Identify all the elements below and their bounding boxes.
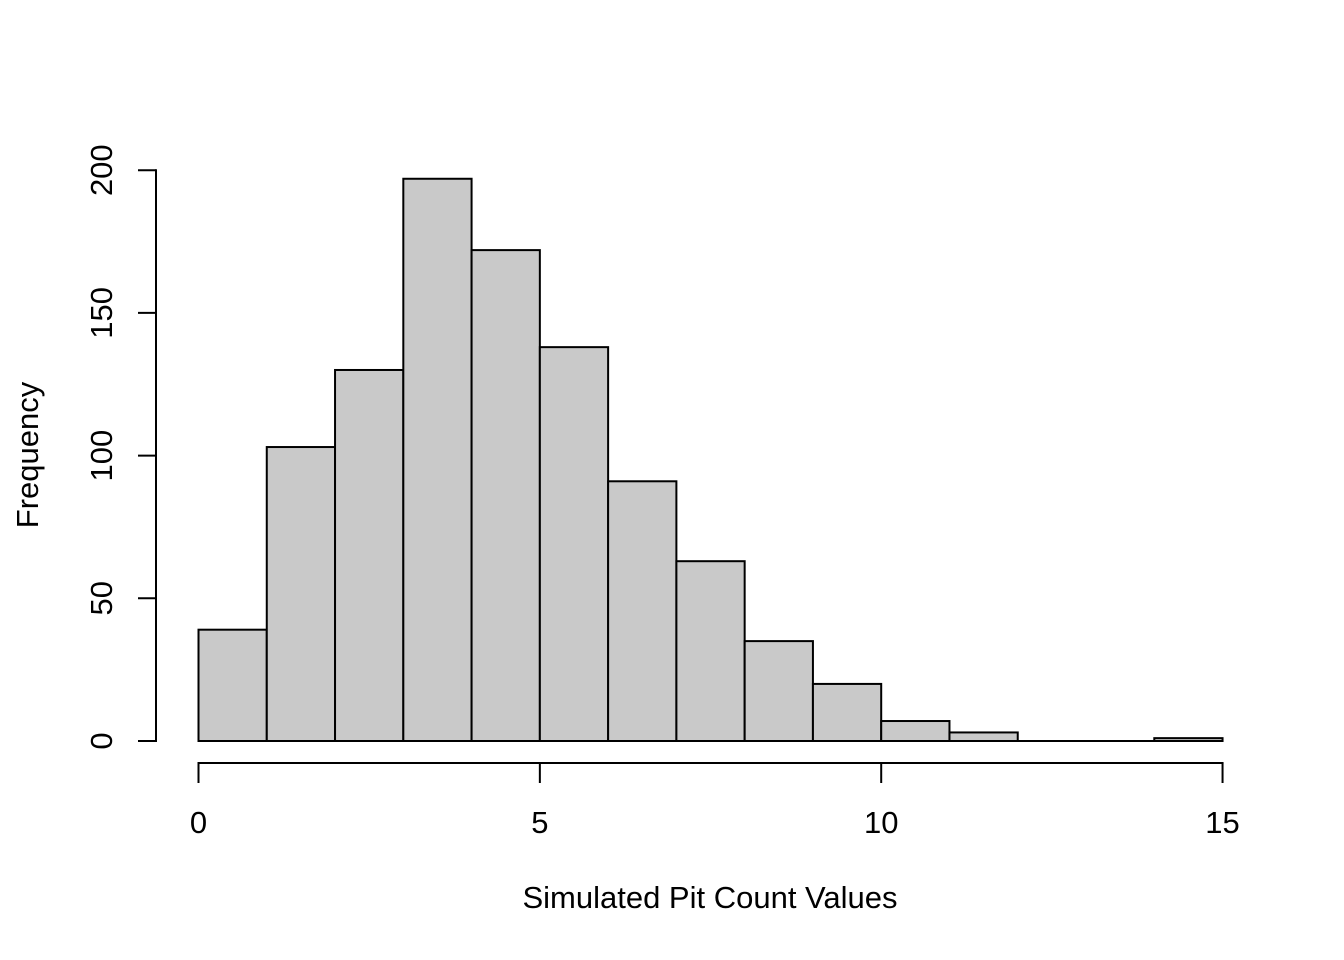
- y-axis-tick-label: 100: [84, 430, 119, 482]
- histogram-bar-9-10: [811, 682, 883, 742]
- axes: 0 50 100 150 200 0 5 10 15: [84, 144, 1240, 840]
- y-axis-title: Frequency: [10, 381, 45, 528]
- x-axis-tick-label: 15: [1205, 805, 1239, 840]
- x-axis-tick-label: 0: [190, 805, 207, 840]
- histogram-bar-6-7: [607, 480, 678, 742]
- x-axis-tick-label: 5: [531, 805, 548, 840]
- histogram-bars: [197, 177, 1224, 742]
- histogram-bar-5-6: [538, 346, 610, 742]
- histogram-bar-4-5: [470, 249, 541, 742]
- x-axis-tick-label: 10: [864, 805, 898, 840]
- histogram-bar-3-4: [402, 177, 473, 742]
- y-axis-tick-label: 200: [84, 144, 119, 196]
- histogram-bar-10-11: [880, 720, 951, 742]
- y-axis-tick-label: 0: [84, 732, 119, 749]
- histogram-bar-8-9: [743, 640, 814, 742]
- x-axis-title: Simulated Pit Count Values: [522, 880, 897, 915]
- histogram-bar-0-1: [197, 628, 268, 742]
- histogram-bar-1-2: [265, 446, 337, 742]
- histogram-bar-2-3: [334, 368, 405, 742]
- histogram-bar-11-12: [948, 731, 1019, 742]
- histogram-bar-14-15: [1153, 737, 1224, 742]
- y-axis-tick-label: 150: [84, 287, 119, 339]
- y-axis-tick-label: 50: [84, 581, 119, 615]
- histogram-bar-7-8: [675, 560, 746, 742]
